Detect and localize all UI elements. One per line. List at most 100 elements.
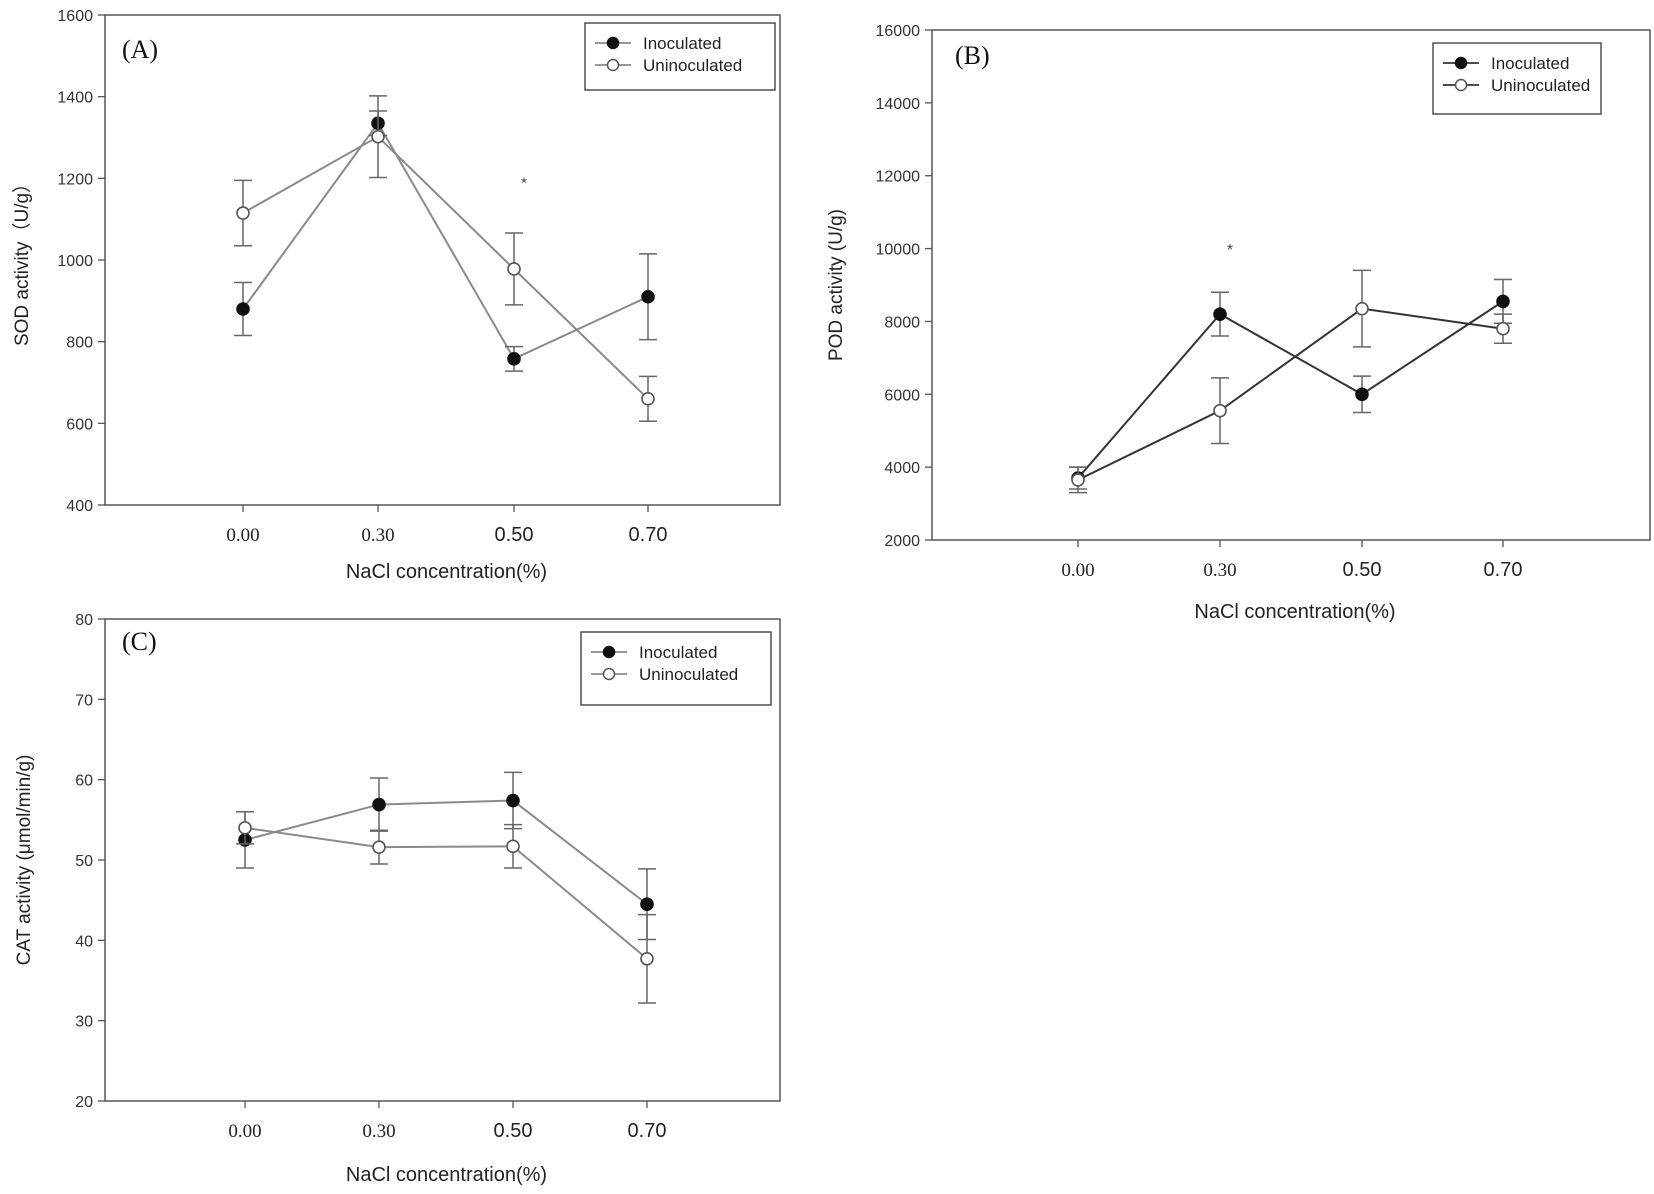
y-axis-label: CAT activity (μmol/min/g) [14, 755, 35, 966]
x-tick-label: 0.50 [494, 1120, 533, 1142]
data-point [641, 392, 655, 406]
y-tick-label: 80 [75, 612, 93, 629]
legend-marker [606, 36, 620, 50]
y-tick-label: 30 [75, 1014, 93, 1031]
y-axis-label: POD activity (U/g) [826, 209, 847, 361]
legend-label: Inoculated [643, 34, 721, 53]
x-axis-label: NaCl concentration(%) [346, 561, 547, 583]
chart-panel-a: 400 600 800 1000 1200 1400 1600 0.00 0.30 0.50 0.7… [11, 8, 781, 583]
y-axis-label: SOD activity（U/g） [11, 174, 33, 346]
y-tick-label: 4000 [884, 460, 920, 477]
series-uninoculated [236, 811, 656, 1004]
y-tick-label: 20 [75, 1094, 93, 1111]
data-point [1355, 387, 1369, 402]
x-tick-label: 0.30 [1203, 560, 1236, 581]
significance-marker: * [1227, 242, 1233, 259]
series-line [242, 121, 649, 361]
legend-marker [606, 58, 620, 72]
data-point [371, 129, 385, 144]
series-inoculated [236, 771, 656, 941]
y-tick-label: 1600 [57, 8, 93, 25]
data-point [1496, 321, 1510, 336]
legend-label: Uninoculated [643, 56, 742, 75]
x-axis-label: NaCl concentration(%) [346, 1164, 547, 1186]
y-tick-label: 70 [75, 692, 93, 709]
data-point [1213, 307, 1227, 321]
x-tick-label: 0.00 [226, 525, 259, 546]
series-line [1077, 307, 1504, 481]
data-point [238, 821, 252, 835]
y-tick-label: 600 [66, 416, 93, 433]
data-point [640, 897, 654, 911]
panel-tag: (B) [955, 41, 990, 70]
chart-panel-c: 20 30 40 50 60 70 80 0.00 0.30 0.50 0.70 NaCl conce… [14, 612, 781, 1186]
data-point [641, 289, 655, 304]
y-tick-label: 12000 [876, 169, 921, 186]
y-tick-label: 400 [66, 498, 93, 515]
panel-tag: (C) [122, 627, 157, 656]
data-point [372, 797, 386, 812]
data-point [1213, 403, 1227, 418]
x-tick-label: 0.00 [1061, 560, 1094, 581]
y-tick-label: 1000 [57, 253, 93, 270]
data-point [1496, 294, 1510, 309]
x-tick-label: 0.70 [1484, 559, 1523, 581]
y-tick-label: 60 [75, 773, 93, 790]
series-line [244, 799, 648, 905]
x-tick-label: 0.70 [629, 524, 668, 546]
data-point [507, 262, 521, 276]
y-tick-label: 14000 [876, 96, 921, 113]
legend-box [580, 631, 772, 706]
legend-box [584, 22, 776, 91]
data-point [236, 206, 250, 220]
data-point [236, 302, 250, 316]
series-uninoculated [1069, 269, 1512, 494]
series-uninoculated [234, 95, 657, 423]
chart-panel-b: 2000 4000 6000 8000 10000 12000 14000 16000 0.00… [826, 23, 1651, 623]
series-inoculated [234, 110, 657, 372]
legend: Inoculated Uninoculated [584, 22, 776, 91]
y-tick-label: 8000 [884, 314, 920, 331]
plot-frame [931, 29, 1651, 541]
data-point [640, 952, 654, 966]
data-point [1355, 301, 1369, 316]
legend-label: Inoculated [639, 643, 717, 662]
legend-marker [1454, 56, 1468, 70]
y-tick-label: 16000 [876, 23, 921, 40]
series-line [242, 135, 649, 400]
y-tick-label: 2000 [884, 533, 920, 550]
series-inoculated [1069, 278, 1512, 490]
x-tick-label: 0.00 [228, 1121, 261, 1142]
y-tick-label: 1200 [57, 171, 93, 188]
data-point [506, 839, 520, 854]
x-tick-label: 0.30 [361, 525, 394, 546]
y-tick-label: 1400 [57, 90, 93, 107]
legend-marker [1454, 78, 1468, 92]
legend: Inoculated Uninoculated [1432, 42, 1602, 115]
y-tick-label: 40 [75, 933, 93, 950]
series-line [1077, 300, 1504, 479]
x-tick-label: 0.50 [1343, 559, 1382, 581]
legend-marker [602, 645, 616, 659]
y-tick-label: 800 [66, 335, 93, 352]
legend-label: Uninoculated [639, 665, 738, 684]
panel-tag: (A) [122, 35, 158, 64]
x-tick-label: 0.30 [362, 1121, 395, 1142]
x-axis-label: NaCl concentration(%) [1194, 601, 1395, 623]
x-tick-label: 0.70 [628, 1120, 667, 1142]
series-line [244, 826, 648, 960]
legend-box [1432, 42, 1602, 115]
y-tick-label: 6000 [884, 387, 920, 404]
legend-label: Uninoculated [1491, 76, 1590, 95]
data-point [372, 840, 386, 854]
y-tick-label: 50 [75, 853, 93, 870]
legend-label: Inoculated [1491, 54, 1569, 73]
x-tick-label: 0.50 [495, 524, 534, 546]
data-point [507, 352, 521, 366]
y-tick-label: 10000 [876, 242, 921, 259]
data-point [506, 793, 520, 808]
significance-marker: * [521, 175, 527, 192]
data-point [1071, 473, 1085, 487]
legend: Inoculated Uninoculated [580, 631, 772, 706]
